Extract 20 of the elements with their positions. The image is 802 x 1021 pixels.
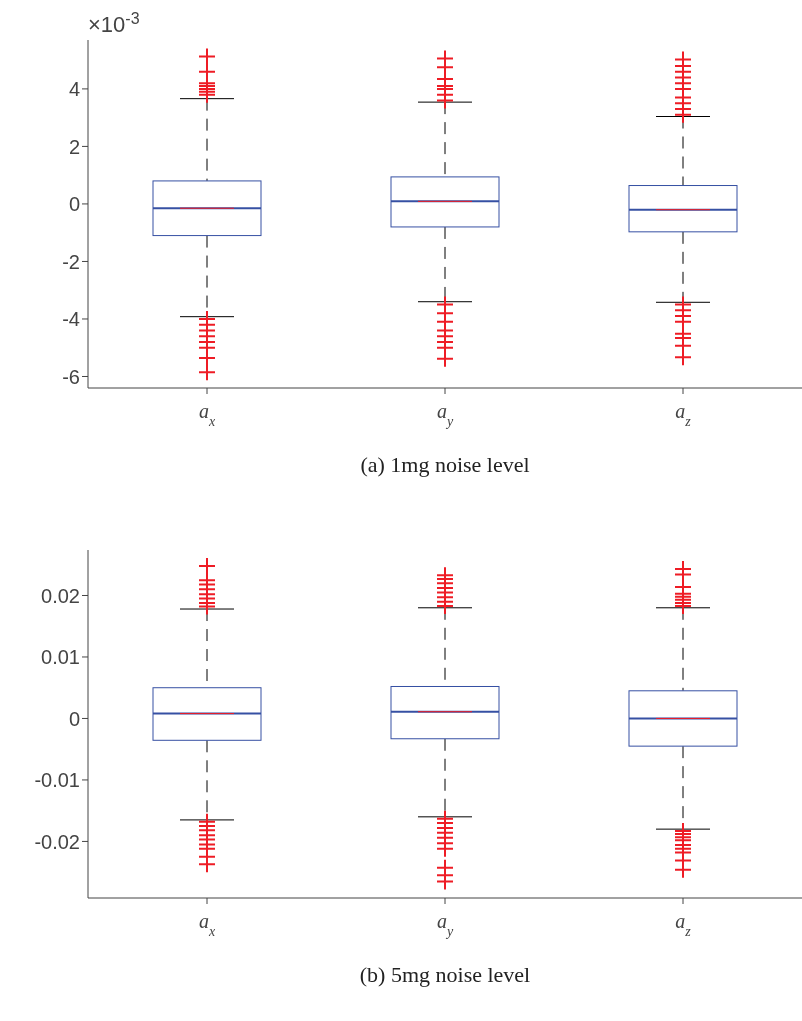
x-tick-label: a$_{x}$ bbox=[198, 910, 216, 939]
y-tick-label: 0.01 bbox=[41, 646, 80, 669]
text: (b) 5mg noise level bbox=[358, 962, 532, 988]
y-tick-label: -0.02 bbox=[34, 830, 80, 853]
y-tick-label: -2 bbox=[62, 250, 80, 273]
y-tick-label: -4 bbox=[62, 308, 80, 331]
y-tick-label: -6 bbox=[62, 365, 80, 388]
y-tick-label: 2 bbox=[68, 135, 80, 158]
y-tick-label: 0 bbox=[68, 707, 80, 730]
y-tick-label: 0.02 bbox=[41, 584, 80, 607]
y-tick-label: 0 bbox=[68, 193, 80, 216]
x-tick-label: a$_{y}$ bbox=[436, 400, 454, 429]
x-tick-label: a$_{x}$ bbox=[198, 400, 216, 429]
text: ×10$^{-3}$ bbox=[88, 9, 140, 37]
x-tick-label: a$_{y}$ bbox=[436, 910, 454, 939]
y-tick-label: -0.01 bbox=[34, 769, 80, 792]
x-tick-label: a$_{z}$ bbox=[675, 400, 692, 429]
x-tick-label: a$_{z}$ bbox=[675, 910, 692, 939]
y-tick-label: 4 bbox=[68, 77, 80, 100]
text: (a) 1mg noise level bbox=[359, 452, 531, 478]
